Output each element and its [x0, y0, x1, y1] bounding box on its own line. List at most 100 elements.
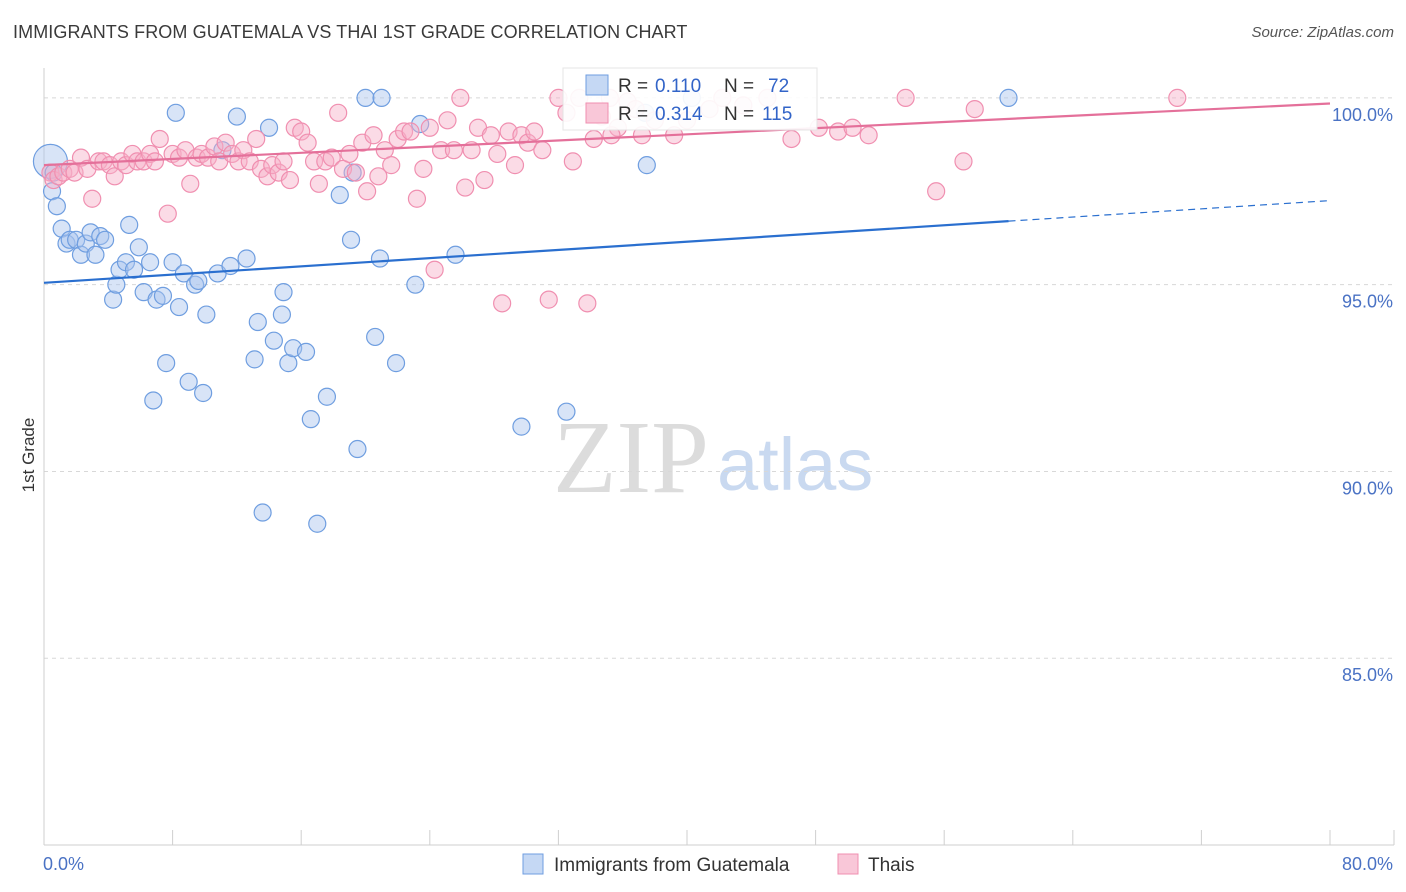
- point-thais: [181, 174, 200, 193]
- point-thais: [451, 88, 470, 107]
- point-guatemala: [95, 230, 115, 249]
- point-thais: [274, 152, 293, 171]
- point-thais: [843, 118, 862, 137]
- bottom-legend-label-guatemala: Immigrants from Guatemala: [554, 855, 790, 876]
- point-thais: [394, 122, 414, 141]
- point-thais: [263, 156, 282, 175]
- point-guatemala: [348, 439, 367, 459]
- legend-swatch-pink: [585, 102, 609, 124]
- point-guatemala: [197, 305, 216, 324]
- point-thais: [222, 144, 242, 164]
- point-thais: [438, 111, 457, 130]
- point-guatemala: [245, 350, 264, 369]
- point-thais: [954, 152, 973, 171]
- point-guatemala: [386, 354, 406, 373]
- point-thais: [322, 148, 341, 167]
- point-guatemala: [317, 387, 337, 406]
- point-thais: [401, 122, 420, 141]
- point-thais: [578, 294, 597, 313]
- point-guatemala: [637, 156, 656, 175]
- point-thais: [83, 189, 102, 208]
- y-tick-label: 95.0%: [1342, 292, 1393, 312]
- watermark-atlas: atlas: [717, 423, 873, 506]
- point-thais: [329, 103, 348, 122]
- point-thais: [105, 167, 124, 186]
- point-thais: [896, 88, 915, 107]
- point-thais: [927, 182, 946, 201]
- point-thais: [488, 144, 507, 164]
- bottom-legend-swatch-pink: [837, 853, 859, 875]
- point-guatemala: [153, 286, 173, 305]
- x-axis-ticks: [43, 830, 1395, 845]
- bottom-legend: Immigrants from Guatemala Thais: [522, 853, 914, 876]
- point-guatemala: [120, 215, 139, 234]
- point-guatemala: [179, 372, 198, 391]
- point-thais: [475, 170, 494, 190]
- point-guatemala: [194, 383, 213, 403]
- point-thais: [563, 152, 582, 171]
- point-guatemala: [446, 245, 465, 264]
- legend-box: R = 0.110 N = 72 R = 0.314 N = 115: [562, 67, 818, 131]
- point-thais: [309, 174, 328, 193]
- point-guatemala: [129, 238, 148, 257]
- point-guatemala: [264, 331, 283, 350]
- legend-swatch-blue: [585, 74, 609, 96]
- point-guatemala: [81, 223, 100, 242]
- point-thais: [382, 156, 401, 175]
- point-thais: [258, 167, 277, 186]
- point-guatemala: [356, 88, 375, 107]
- point-guatemala: [144, 391, 163, 410]
- y-tick-label: 100.0%: [1332, 105, 1393, 125]
- x-tick-label: 0.0%: [43, 854, 84, 874]
- x-tick-label: 80.0%: [1342, 854, 1393, 874]
- point-thais: [251, 159, 271, 178]
- point-thais: [414, 159, 433, 178]
- point-thais: [298, 133, 317, 152]
- point-thais: [1168, 88, 1187, 107]
- point-guatemala: [272, 305, 292, 324]
- source-credit: Source: ZipAtlas.com: [1251, 24, 1394, 41]
- point-thais: [216, 133, 235, 152]
- trend-line-guatemala-extrapolated: [1008, 200, 1331, 222]
- point-guatemala: [301, 410, 320, 429]
- bottom-legend-swatch-blue: [522, 853, 544, 875]
- point-thais: [150, 129, 169, 149]
- legend-r-label-1: R =: [618, 76, 648, 97]
- point-guatemala: [512, 417, 531, 436]
- point-guatemala: [71, 245, 91, 264]
- point-guatemala: [370, 249, 390, 268]
- point-thais: [782, 129, 801, 149]
- point-thais: [456, 178, 475, 197]
- legend-r-label-2: R =: [618, 104, 648, 125]
- point-thais: [481, 126, 500, 145]
- point-thais: [425, 260, 444, 279]
- gridlines: [44, 97, 1394, 659]
- bottom-legend-label-thais: Thais: [868, 855, 914, 876]
- point-thais: [346, 163, 365, 182]
- point-guatemala: [253, 503, 272, 522]
- point-guatemala: [248, 312, 267, 332]
- point-thais: [358, 182, 377, 201]
- point-thais: [158, 204, 177, 223]
- point-guatemala: [189, 271, 208, 291]
- point-thais: [420, 118, 439, 137]
- legend-r-value-1: 0.110: [655, 76, 701, 97]
- trend-line-guatemala: [43, 220, 1009, 284]
- point-guatemala: [107, 275, 126, 294]
- point-guatemala: [411, 114, 430, 134]
- point-thais: [369, 167, 388, 186]
- point-thais: [493, 294, 512, 313]
- point-guatemala: [237, 249, 256, 268]
- point-thais: [280, 170, 300, 190]
- point-thais: [859, 126, 878, 145]
- point-thais: [505, 156, 525, 175]
- point-guatemala: [372, 88, 391, 107]
- y-tick-label: 85.0%: [1342, 665, 1393, 685]
- point-thais: [539, 290, 558, 309]
- point-guatemala: [227, 107, 246, 126]
- point-guatemala: [169, 297, 189, 317]
- point-thais: [533, 141, 552, 160]
- point-thais: [145, 152, 165, 171]
- legend-r-value-2: 0.314: [655, 104, 703, 125]
